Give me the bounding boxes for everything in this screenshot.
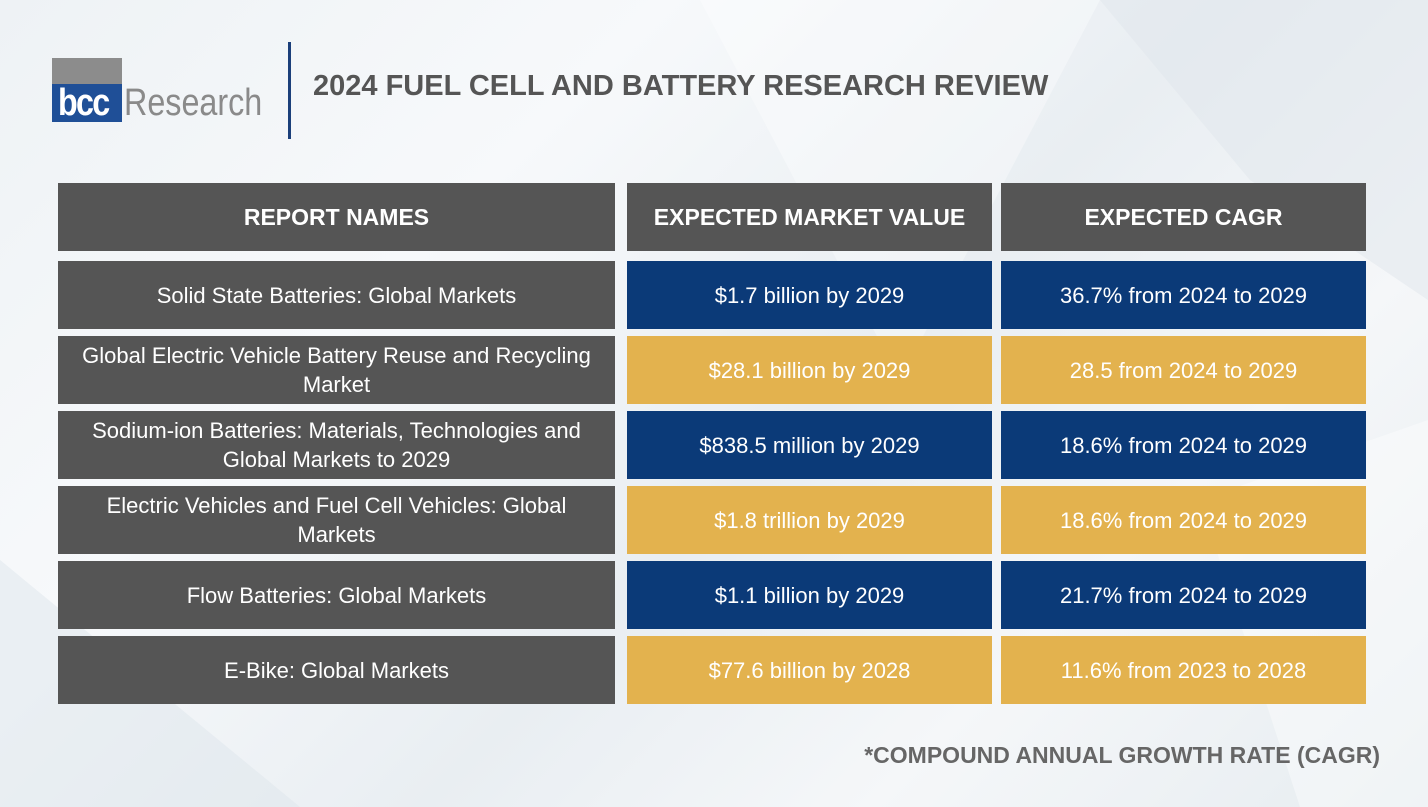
report-name-cell: Solid State Batteries: Global Markets xyxy=(58,261,615,329)
report-name-cell: E-Bike: Global Markets xyxy=(58,636,615,704)
logo-name: Research xyxy=(124,82,263,124)
logo-gray-block xyxy=(52,58,122,84)
logo-brand: bcc xyxy=(58,82,110,124)
market-value-cell: $1.7 billion by 2029 xyxy=(627,261,992,329)
header-market-value: EXPECTED MARKET VALUE xyxy=(627,183,992,251)
header-cagr: EXPECTED CAGR xyxy=(1001,183,1366,251)
cagr-cell: 18.6% from 2024 to 2029 xyxy=(1001,411,1366,479)
header-report-names: REPORT NAMES xyxy=(58,183,615,251)
footnote: *COMPOUND ANNUAL GROWTH RATE (CAGR) xyxy=(864,742,1380,768)
market-value-cell: $1.1 billion by 2029 xyxy=(627,561,992,629)
cagr-cell: 11.6% from 2023 to 2028 xyxy=(1001,636,1366,704)
market-value-cell: $838.5 million by 2029 xyxy=(627,411,992,479)
logo-blue-block xyxy=(52,84,122,122)
report-name-cell: Flow Batteries: Global Markets xyxy=(58,561,615,629)
report-name-cell: Global Electric Vehicle Battery Reuse an… xyxy=(58,336,615,404)
bcc-research-logo: bcc Research xyxy=(52,58,262,128)
market-value-cell: $77.6 billion by 2028 xyxy=(627,636,992,704)
report-name-cell: Sodium-ion Batteries: Materials, Technol… xyxy=(58,411,615,479)
cagr-cell: 28.5 from 2024 to 2029 xyxy=(1001,336,1366,404)
market-value-cell: $1.8 trillion by 2029 xyxy=(627,486,992,554)
cagr-cell: 36.7% from 2024 to 2029 xyxy=(1001,261,1366,329)
cagr-cell: 18.6% from 2024 to 2029 xyxy=(1001,486,1366,554)
page-title: 2024 FUEL CELL AND BATTERY RESEARCH REVI… xyxy=(313,70,1049,102)
header-divider xyxy=(288,42,291,139)
cagr-cell: 21.7% from 2024 to 2029 xyxy=(1001,561,1366,629)
market-value-cell: $28.1 billion by 2029 xyxy=(627,336,992,404)
report-name-cell: Electric Vehicles and Fuel Cell Vehicles… xyxy=(58,486,615,554)
